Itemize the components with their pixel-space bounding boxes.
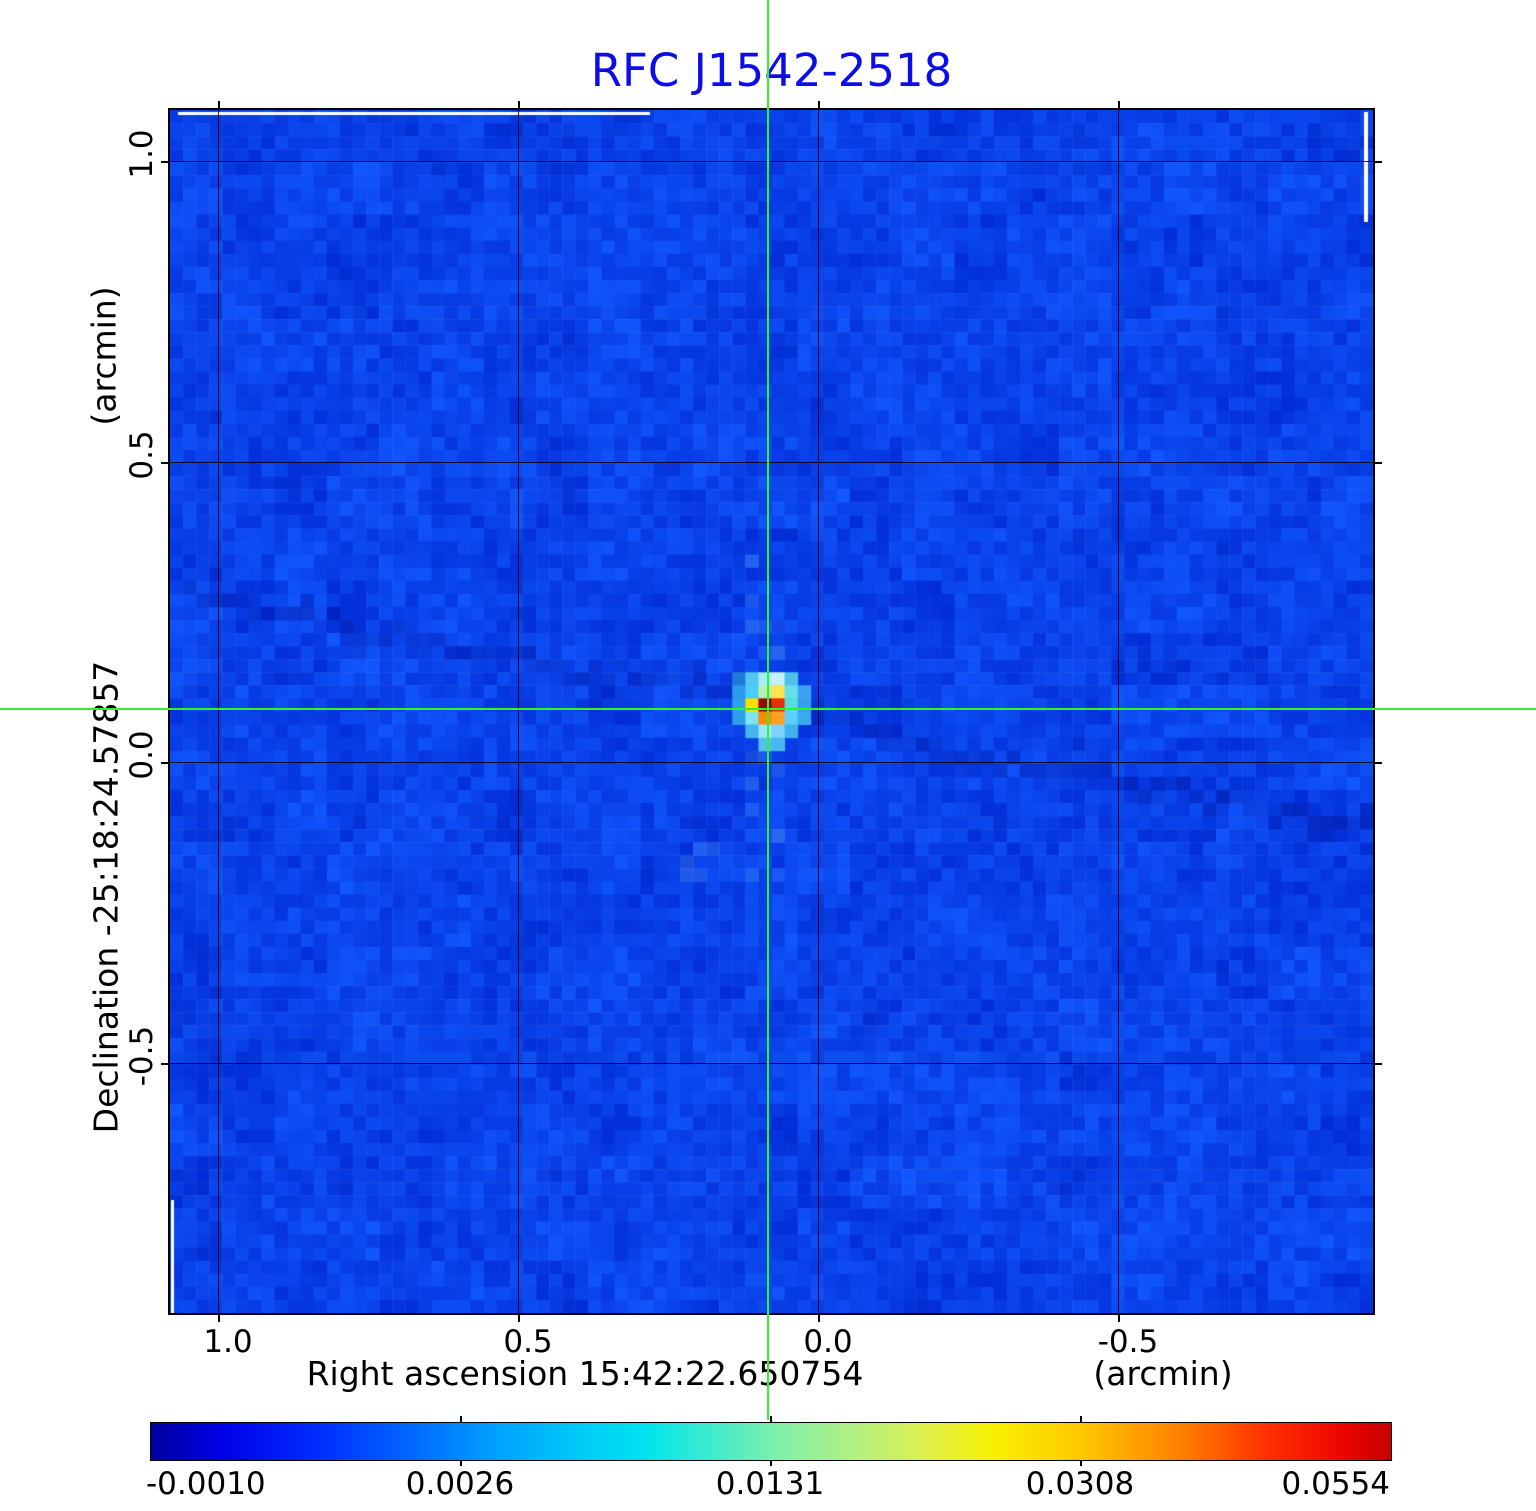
sky-map-plot: [168, 108, 1375, 1315]
x-tick-mark-bottom: [1118, 1313, 1120, 1322]
colorbar-tick-label: 0.0554: [1281, 1466, 1390, 1502]
crosshair-vertical-line: [767, 0, 769, 1420]
x-tick-mark-bottom: [218, 1313, 220, 1322]
gridline-vertical: [1118, 110, 1119, 1313]
x-tick-label: -0.5: [1097, 1324, 1159, 1360]
x-tick-mark-top: [218, 101, 220, 110]
colorbar-tick-mark: [770, 1416, 772, 1422]
colorbar-tick-mark: [460, 1416, 462, 1422]
x-tick-mark-top: [1118, 101, 1120, 110]
y-tick-label: 1.0: [124, 129, 160, 179]
gridline-horizontal: [170, 462, 1373, 463]
y-tick-mark-right: [1373, 161, 1382, 163]
page-title: RFC J1542-2518: [590, 44, 953, 97]
gridline-vertical: [518, 110, 519, 1313]
y-tick-mark-left: [161, 462, 170, 464]
x-tick-mark-top: [818, 101, 820, 110]
gridline-horizontal: [170, 161, 1373, 162]
x-tick-label: 0.5: [503, 1324, 553, 1360]
intensity-map-canvas: [170, 110, 1373, 1313]
x-tick-mark-bottom: [818, 1313, 820, 1322]
gridline-vertical: [818, 110, 819, 1313]
y-tick-mark-left: [161, 161, 170, 163]
colorbar-tick-mark: [1080, 1416, 1082, 1422]
x-axis-unit-label: (arcmin): [1093, 1354, 1233, 1393]
y-axis-label: Declination -25:18:24.57857: [86, 660, 126, 1134]
x-tick-mark-top: [518, 101, 520, 110]
x-tick-mark-bottom: [518, 1313, 520, 1322]
gridline-horizontal: [170, 762, 1373, 763]
colorbar-tick-mark: [460, 1460, 462, 1466]
x-tick-label: 1.0: [203, 1324, 253, 1360]
y-tick-label: -0.5: [124, 1025, 160, 1087]
colorbar-tick-label: 0.0026: [405, 1466, 515, 1502]
colorbar-tick-mark: [1080, 1460, 1082, 1466]
y-tick-label: 0.0: [124, 730, 160, 780]
colorbar-tick-mark: [770, 1460, 772, 1466]
colorbar-tick-label: 0.0308: [1025, 1466, 1135, 1502]
colorbar-tick-label: -0.0010: [146, 1466, 266, 1502]
y-tick-mark-left: [161, 1063, 170, 1065]
y-tick-mark-right: [1373, 462, 1382, 464]
gridline-horizontal: [170, 1063, 1373, 1064]
y-axis-unit-label: (arcmin): [84, 286, 124, 426]
x-tick-label: 0.0: [803, 1324, 853, 1360]
gridline-vertical: [218, 110, 219, 1313]
colorbar: [150, 1422, 1392, 1461]
y-tick-mark-right: [1373, 762, 1382, 764]
y-tick-mark-right: [1373, 1063, 1382, 1065]
x-axis-label: Right ascension 15:42:22.650754: [306, 1354, 864, 1393]
y-tick-mark-left: [161, 762, 170, 764]
y-tick-label: 0.5: [124, 430, 160, 480]
crosshair-horizontal-line: [0, 708, 1536, 710]
colorbar-tick-label: 0.0131: [715, 1466, 825, 1502]
